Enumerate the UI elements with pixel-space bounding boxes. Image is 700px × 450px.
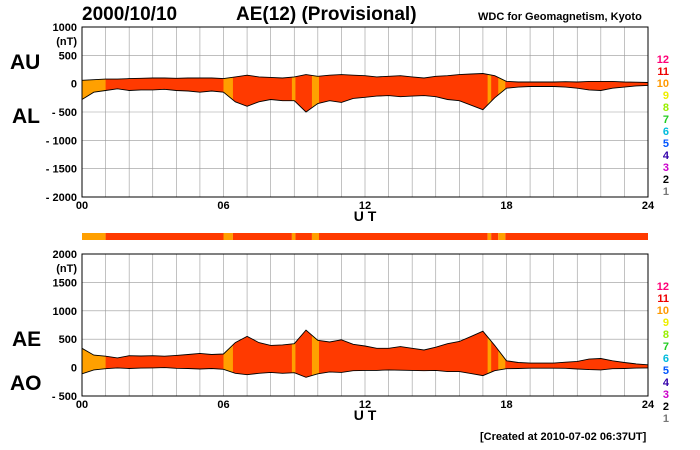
station-level-legend: 8 <box>663 102 669 114</box>
data-source: WDC for Geomagnetism, Kyoto <box>478 11 642 23</box>
y-tick-label: 1000 <box>53 22 77 34</box>
plot-frame <box>81 26 649 198</box>
au-label: AU <box>10 51 41 74</box>
unit-label: (nT) <box>56 263 77 275</box>
station-level-legend: 12 <box>657 54 669 66</box>
y-tick-label: 500 <box>59 50 77 62</box>
x-tick-label: 06 <box>217 399 229 411</box>
y-tick-label: - 500 <box>52 107 77 119</box>
station-level-legend: 5 <box>663 365 669 377</box>
station-10-fill <box>311 73 320 112</box>
x-tick-label: 18 <box>500 399 512 411</box>
station-level-legend: 6 <box>663 353 669 365</box>
station-10-fill <box>291 73 296 112</box>
x-tick-label: 00 <box>76 399 88 411</box>
x-tick-label: 06 <box>217 200 229 212</box>
created-timestamp: [Created at 2010-07-02 06:37UT] <box>480 431 647 443</box>
x-tick-label: 12 <box>359 200 371 212</box>
station-level-legend: 2 <box>663 174 669 186</box>
station-bar-segment <box>232 233 292 240</box>
panel-2 <box>81 253 649 397</box>
lower-trace-line <box>81 367 649 378</box>
station-10-fill <box>487 73 492 112</box>
ae-label: AE <box>12 328 42 351</box>
station-bar-segment <box>223 233 233 240</box>
lower-trace-line <box>81 84 649 113</box>
x-axis-label: U T <box>354 208 377 224</box>
station-bar-segment <box>319 233 488 240</box>
station-level-legend: 9 <box>663 317 669 329</box>
x-tick-label: 12 <box>359 399 371 411</box>
y-tick-label: 1500 <box>53 277 77 289</box>
station-level-legend: 7 <box>663 114 669 126</box>
station-10-fill <box>487 330 492 378</box>
unit-label: (nT) <box>56 36 77 48</box>
station-level-legend: 10 <box>657 305 669 317</box>
panel-1 <box>81 26 649 198</box>
station-10-fill <box>498 330 506 378</box>
station-bar-segment <box>82 233 106 240</box>
station-10-fill <box>223 73 233 112</box>
station-level-legend: 10 <box>657 78 669 90</box>
station-level-legend: 5 <box>663 138 669 150</box>
station-bar-segment <box>505 233 648 240</box>
station-bar-segment <box>105 233 224 240</box>
station-bar-segment <box>487 233 492 240</box>
station-level-legend: 6 <box>663 126 669 138</box>
upper-trace-line <box>81 329 649 366</box>
x-axis-label: U T <box>354 407 377 423</box>
station-level-legend: 9 <box>663 90 669 102</box>
station-count-bar <box>82 233 648 240</box>
y-tick-label: - 1500 <box>46 164 77 176</box>
al-label: AL <box>12 105 40 128</box>
upper-trace-line <box>81 73 649 83</box>
y-tick-label: - 1000 <box>46 135 77 147</box>
x-tick-label: 18 <box>500 200 512 212</box>
station-level-legend: 1 <box>663 186 669 198</box>
plot-frame <box>81 253 649 397</box>
station-10-fill <box>311 330 320 378</box>
y-tick-label: 500 <box>59 334 77 346</box>
x-tick-label: 24 <box>642 200 655 212</box>
y-tick-label: 2000 <box>53 249 77 261</box>
y-tick-label: - 500 <box>52 391 77 403</box>
station-level-legend: 2 <box>663 401 669 413</box>
station-bar-segment <box>491 233 499 240</box>
station-bar-segment <box>498 233 506 240</box>
station-level-legend: 7 <box>663 341 669 353</box>
y-tick-label: - 2000 <box>46 192 77 204</box>
y-tick-label: 0 <box>71 363 77 375</box>
station-level-legend: 4 <box>663 150 670 162</box>
station-10-fill <box>291 330 296 378</box>
station-level-legend: 12 <box>657 281 669 293</box>
station-bar-segment <box>295 233 312 240</box>
x-tick-label: 00 <box>76 200 88 212</box>
station-level-legend: 8 <box>663 329 669 341</box>
station-level-legend: 3 <box>663 162 669 174</box>
ao-label: AO <box>10 372 42 395</box>
station-10-fill <box>82 330 106 378</box>
station-level-legend: 11 <box>657 293 669 305</box>
station-bar-segment <box>311 233 320 240</box>
y-tick-label: 1000 <box>53 306 77 318</box>
x-tick-label: 24 <box>642 399 655 411</box>
station-level-legend: 4 <box>663 377 670 389</box>
station-level-legend: 11 <box>657 66 669 78</box>
station-level-legend: 1 <box>663 413 669 425</box>
chart-date: 2000/10/10 <box>82 4 178 25</box>
chart-title: AE(12) (Provisional) <box>236 4 417 25</box>
station-level-legend: 3 <box>663 389 669 401</box>
y-tick-label: 0 <box>71 79 77 91</box>
station-10-fill <box>223 330 233 378</box>
station-bar-segment <box>291 233 296 240</box>
